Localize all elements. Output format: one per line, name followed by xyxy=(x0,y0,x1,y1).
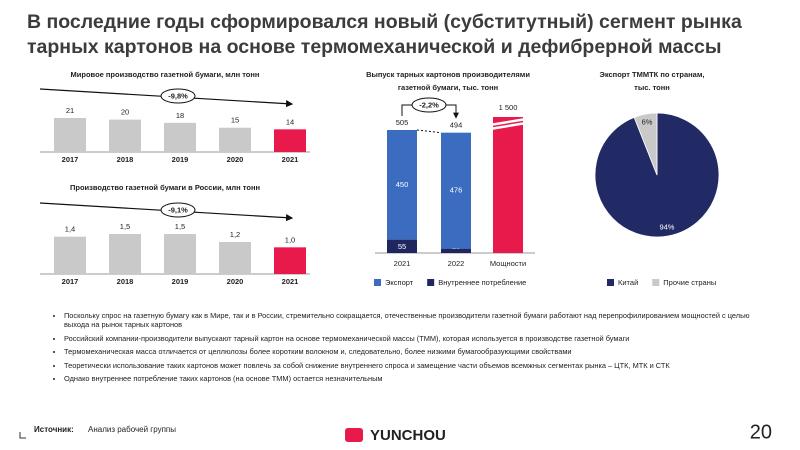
bullet: Поскольку спрос на газетную бумагу как в… xyxy=(64,311,754,330)
value-label: 1,5 xyxy=(120,222,130,231)
bar xyxy=(219,242,251,274)
bar xyxy=(109,119,141,152)
bar xyxy=(164,234,196,274)
source-label: Источник: xyxy=(34,425,74,434)
legend-swatch xyxy=(374,279,381,286)
annotation: -9,8% xyxy=(168,91,188,100)
slide-title: В последние годы сформировался новый (су… xyxy=(27,11,742,33)
legend-label: Внутреннее потребление xyxy=(438,278,526,287)
bar xyxy=(109,234,141,274)
annotation: -2,2% xyxy=(419,100,439,109)
bullet: Термомеханическая масса отличается от це… xyxy=(64,347,754,356)
bullet: Теоретически использование таких картоно… xyxy=(64,361,754,370)
x-tick-label: 2022 xyxy=(448,259,465,268)
value-label: 1,4 xyxy=(65,225,75,234)
legend-swatch xyxy=(607,279,614,286)
value-label: 1,2 xyxy=(230,230,240,239)
total-label: 494 xyxy=(450,121,463,130)
chart-title: тыс. тонн xyxy=(634,83,670,92)
bar xyxy=(274,247,306,274)
legend-label: Экспорт xyxy=(385,278,414,287)
slide-title: тарных картонов на основе термомеханичес… xyxy=(27,36,722,58)
chart-title: газетной бумаги, тыс. тонн xyxy=(398,83,498,92)
slice-label: 94% xyxy=(659,222,674,231)
annotation: -9,1% xyxy=(168,205,188,214)
legend-swatch xyxy=(652,279,660,286)
legend-swatch xyxy=(427,279,435,286)
x-tick-label: 2020 xyxy=(227,155,244,164)
page-number: 20 xyxy=(750,421,772,443)
value-label: 1,0 xyxy=(285,235,295,244)
x-tick-label: 2021 xyxy=(394,259,411,268)
annotation-oval xyxy=(411,97,447,113)
value-label: 1,5 xyxy=(175,222,185,231)
legend-label: Китай xyxy=(618,278,638,287)
corner-mark xyxy=(19,432,26,439)
value-label: 1 500 xyxy=(499,103,518,112)
bullet: Российский компании-производители выпуск… xyxy=(64,334,754,343)
x-tick-label: 2018 xyxy=(117,277,134,286)
x-tick-label: 2019 xyxy=(172,277,189,286)
bullets: Поскольку спрос на газетную бумагу как в… xyxy=(44,311,754,387)
x-tick-label: 2018 xyxy=(117,155,134,164)
chart-title: Производство газетной бумаги в России, м… xyxy=(70,183,260,192)
connector xyxy=(416,129,442,134)
x-tick-label: 2017 xyxy=(62,277,79,286)
bar-segment xyxy=(387,130,417,240)
slice-label: 6% xyxy=(642,118,653,127)
x-tick-label: 2020 xyxy=(227,277,244,286)
chart-title: Выпуск тарных картонов производителями xyxy=(366,70,530,79)
segment-label: 450 xyxy=(396,180,409,189)
legend-label: Прочие страны xyxy=(663,278,716,287)
chart-title: Экспорт ТММТК по странам, xyxy=(600,70,705,79)
x-tick-label: 2017 xyxy=(62,155,79,164)
bar-segment xyxy=(441,248,471,253)
annotation-oval xyxy=(160,202,196,218)
bar xyxy=(164,122,196,152)
value-label: 18 xyxy=(176,111,184,120)
segment-label: 55 xyxy=(398,242,406,251)
total-label: 505 xyxy=(396,118,409,127)
x-tick-label: Мощности xyxy=(490,259,526,268)
bullet: Однако внутреннее потребление таких карт… xyxy=(64,374,754,383)
x-tick-label: 2019 xyxy=(172,155,189,164)
value-label: 15 xyxy=(231,116,239,125)
bar-segment xyxy=(441,132,471,249)
value-label: 14 xyxy=(286,117,294,126)
pie-slice xyxy=(633,112,658,176)
x-tick-label: 2021 xyxy=(282,277,299,286)
source: Анализ рабочей группы xyxy=(88,425,176,434)
x-tick-label: 2021 xyxy=(282,155,299,164)
logo: YUNCHOU xyxy=(370,427,446,444)
scale-break xyxy=(489,117,527,131)
bar xyxy=(493,117,523,253)
value-label: 21 xyxy=(66,106,74,115)
chart-title: Мировое производство газетной бумаги, мл… xyxy=(71,70,260,79)
value-label: 20 xyxy=(121,108,129,117)
bar xyxy=(274,129,306,152)
segment-label: 476 xyxy=(450,186,463,195)
bar xyxy=(54,236,86,274)
bar xyxy=(219,127,251,152)
annotation-oval xyxy=(160,88,196,104)
bar-segment xyxy=(387,239,417,253)
bar xyxy=(54,118,86,152)
logo-icon xyxy=(345,428,363,442)
